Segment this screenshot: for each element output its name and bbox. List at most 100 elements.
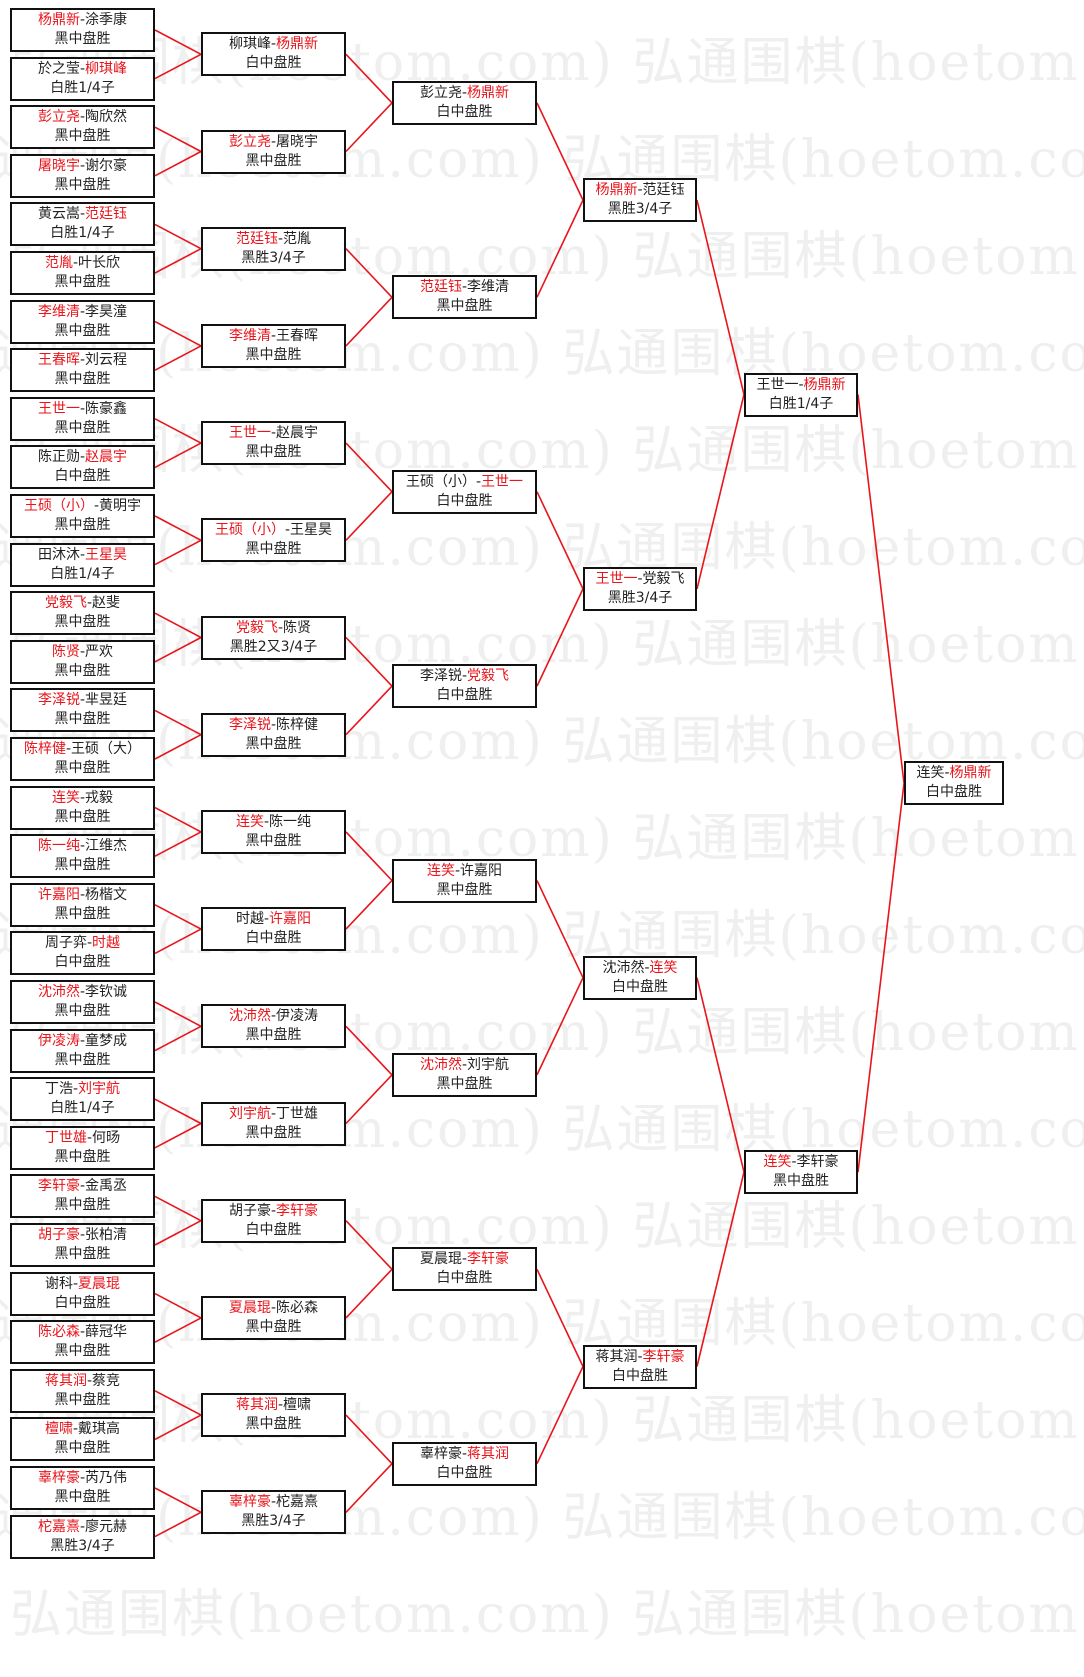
player-black: 李泽锐 bbox=[37, 692, 80, 709]
player-black: 沈沛然 bbox=[228, 1008, 271, 1025]
match-box-round-5: 王世一-杨鼎新 白胜1/4子 bbox=[744, 372, 858, 417]
separator: - bbox=[791, 1154, 797, 1171]
player-white: 夏晨琨 bbox=[78, 1275, 121, 1292]
connector-line bbox=[536, 102, 584, 201]
match-result: 黑中盘胜 bbox=[54, 1391, 111, 1408]
match-players: 柁嘉熹-廖元赫 bbox=[12, 1518, 153, 1537]
player-black: 周子弈 bbox=[44, 935, 87, 952]
match-players: 蒋其润-李轩豪 bbox=[585, 1348, 695, 1367]
match-box-round-2: 沈沛然-伊凌涛 黑中盘胜 bbox=[201, 1004, 346, 1049]
match-players: 沈沛然-伊凌涛 bbox=[203, 1007, 344, 1026]
connector-line bbox=[154, 904, 202, 930]
match-box-round-1: 党毅飞-赵斐 黑中盘胜 bbox=[10, 591, 155, 636]
connector-line bbox=[857, 394, 905, 784]
player-black: 连笑 bbox=[426, 862, 455, 879]
separator: - bbox=[79, 400, 86, 417]
separator: - bbox=[79, 838, 86, 855]
player-white: 陈一纯 bbox=[269, 813, 312, 830]
player-black: 王硕（小） bbox=[23, 498, 94, 514]
match-result: 白中盘胜 bbox=[436, 103, 493, 120]
player-black: 李维清 bbox=[37, 303, 80, 320]
connector-line bbox=[696, 977, 745, 1173]
match-box-round-1: 连笑-戎毅 黑中盘胜 bbox=[10, 785, 155, 830]
match-box-round-1: 陈贤-严欢 黑中盘胜 bbox=[10, 639, 155, 684]
match-result: 黑中盘胜 bbox=[54, 1051, 111, 1068]
match-players: 李轩豪-金禹丞 bbox=[12, 1177, 153, 1196]
player-white: 檀啸 bbox=[283, 1397, 312, 1414]
match-box-round-1: 丁世雄-何旸 黑中盘胜 bbox=[10, 1125, 155, 1170]
connector-line bbox=[154, 1511, 202, 1538]
match-players: 连笑-许嘉阳 bbox=[394, 862, 535, 881]
match-players: 时越-许嘉阳 bbox=[203, 910, 344, 929]
match-box-round-2: 蒋其润-檀啸 黑中盘胜 bbox=[201, 1393, 346, 1438]
match-players: 王世一-党毅飞 bbox=[585, 570, 695, 589]
connector-line bbox=[696, 199, 745, 395]
separator: - bbox=[461, 1251, 468, 1268]
match-result: 白胜1/4子 bbox=[50, 565, 115, 582]
separator: - bbox=[79, 12, 86, 28]
separator: - bbox=[637, 182, 643, 199]
connector-line bbox=[154, 612, 202, 639]
player-white: 杨鼎新 bbox=[276, 36, 319, 53]
match-box-round-1: 周子弈-时越 白中盘胜 bbox=[10, 931, 155, 976]
player-black: 连笑 bbox=[235, 813, 264, 830]
player-black: 丁浩 bbox=[44, 1081, 73, 1098]
match-players: 王硕（小）-黄明宇 bbox=[12, 497, 153, 516]
match-result: 黑中盘胜 bbox=[54, 614, 111, 631]
match-result: 黑中盘胜 bbox=[54, 1246, 111, 1262]
separator: - bbox=[79, 1470, 86, 1486]
player-black: 谢科 bbox=[44, 1275, 73, 1292]
player-black: 王世一 bbox=[228, 425, 271, 442]
match-box-round-2: 柳琪峰-杨鼎新 白中盘胜 bbox=[201, 32, 346, 77]
match-result: 黑胜3/4子 bbox=[607, 201, 673, 218]
match-result: 黑胜3/4子 bbox=[241, 249, 306, 266]
match-result: 白中盘胜 bbox=[54, 954, 111, 971]
player-white: 戎毅 bbox=[85, 789, 114, 806]
connector-line bbox=[536, 491, 584, 590]
separator: - bbox=[79, 109, 86, 126]
connector-line bbox=[154, 150, 202, 177]
player-black: 黄云嵩 bbox=[37, 206, 80, 223]
player-black: 陈正勋 bbox=[37, 449, 80, 466]
connector-line bbox=[154, 1122, 202, 1149]
connector-line bbox=[345, 491, 393, 541]
player-black: 彭立尧 bbox=[37, 109, 80, 126]
match-players: 陈梓健-王硕（大） bbox=[12, 740, 153, 759]
match-players: 辜梓豪-芮乃伟 bbox=[12, 1469, 153, 1488]
match-players: 屠晓宇-谢尔豪 bbox=[12, 157, 153, 176]
connector-line bbox=[154, 733, 202, 760]
player-black: 杨鼎新 bbox=[37, 12, 80, 28]
separator: - bbox=[79, 1227, 86, 1243]
separator: - bbox=[454, 862, 461, 879]
match-box-round-2: 彭立尧-屠晓宇 黑中盘胜 bbox=[201, 129, 346, 174]
match-box-round-2: 党毅飞-陈贤 黑胜2又3/4子 bbox=[201, 615, 346, 660]
connector-line bbox=[154, 223, 202, 250]
player-black: 王世一 bbox=[37, 400, 80, 417]
player-black: 胡子豪 bbox=[228, 1202, 271, 1219]
match-result: 黑中盘胜 bbox=[245, 1027, 302, 1044]
separator: - bbox=[644, 959, 650, 976]
match-result: 黑中盘胜 bbox=[773, 1173, 829, 1190]
match-players: 沈沛然-连笑 bbox=[585, 959, 695, 978]
separator: - bbox=[277, 1397, 284, 1414]
match-box-round-4: 蒋其润-李轩豪 白中盘胜 bbox=[583, 1344, 697, 1389]
match-players: 黄云嵩-范廷钰 bbox=[12, 205, 153, 224]
match-box-round-2: 李维清-王春晖 黑中盘胜 bbox=[201, 323, 346, 368]
match-players: 柳琪峰-杨鼎新 bbox=[203, 35, 344, 54]
match-box-round-3: 范廷钰-李维清 黑中盘胜 bbox=[392, 275, 537, 320]
separator: - bbox=[72, 1421, 79, 1438]
watermark-text: 弘通围棋(hoetom.com) 弘通围棋(hoetom.com) bbox=[0, 324, 1084, 384]
match-result: 白中盘胜 bbox=[245, 930, 302, 947]
match-players: 陈正勋-赵晨宇 bbox=[12, 448, 153, 467]
player-black: 连笑 bbox=[916, 765, 945, 782]
player-white: 连笑 bbox=[649, 959, 678, 976]
match-box-round-3: 连笑-许嘉阳 黑中盘胜 bbox=[392, 858, 537, 903]
match-result: 黑中盘胜 bbox=[54, 31, 111, 47]
separator: - bbox=[270, 36, 277, 53]
match-result: 白胜1/4子 bbox=[50, 1100, 115, 1117]
player-white: 赵斐 bbox=[92, 595, 121, 612]
player-white: 刘宇航 bbox=[78, 1081, 121, 1098]
player-black: 檀啸 bbox=[44, 1421, 73, 1438]
match-players: 彭立尧-屠晓宇 bbox=[203, 133, 344, 152]
player-black: 沈沛然 bbox=[37, 984, 80, 1000]
